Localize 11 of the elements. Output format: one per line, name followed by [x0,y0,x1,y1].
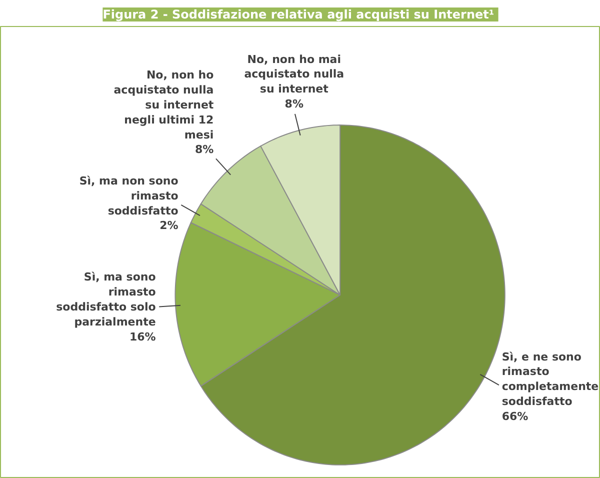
data-label: 66% [502,410,528,424]
chart-title: Figura 2 - Soddisfazione relativa agli acquisti su Internet¹ [102,8,494,22]
slice-label: Sì, e ne sono rimasto completamente soddisfatto [502,350,599,408]
slice-label: No, non ho mai acquistato nulla su internet [244,52,344,96]
slice-label: Sì, ma sono rimasto soddisfatto solo parzialmente [56,270,156,328]
data-label: 8% [195,143,214,156]
slice-label: No, non ho acquistato nulla su internet negli ultimi 12 mesi [114,68,214,142]
slice-label: Sì, ma non sono rimasto soddisfatto [79,174,179,218]
data-label: 2% [160,219,178,232]
data-label: 8% [284,98,304,111]
data-label: 16% [129,330,156,344]
